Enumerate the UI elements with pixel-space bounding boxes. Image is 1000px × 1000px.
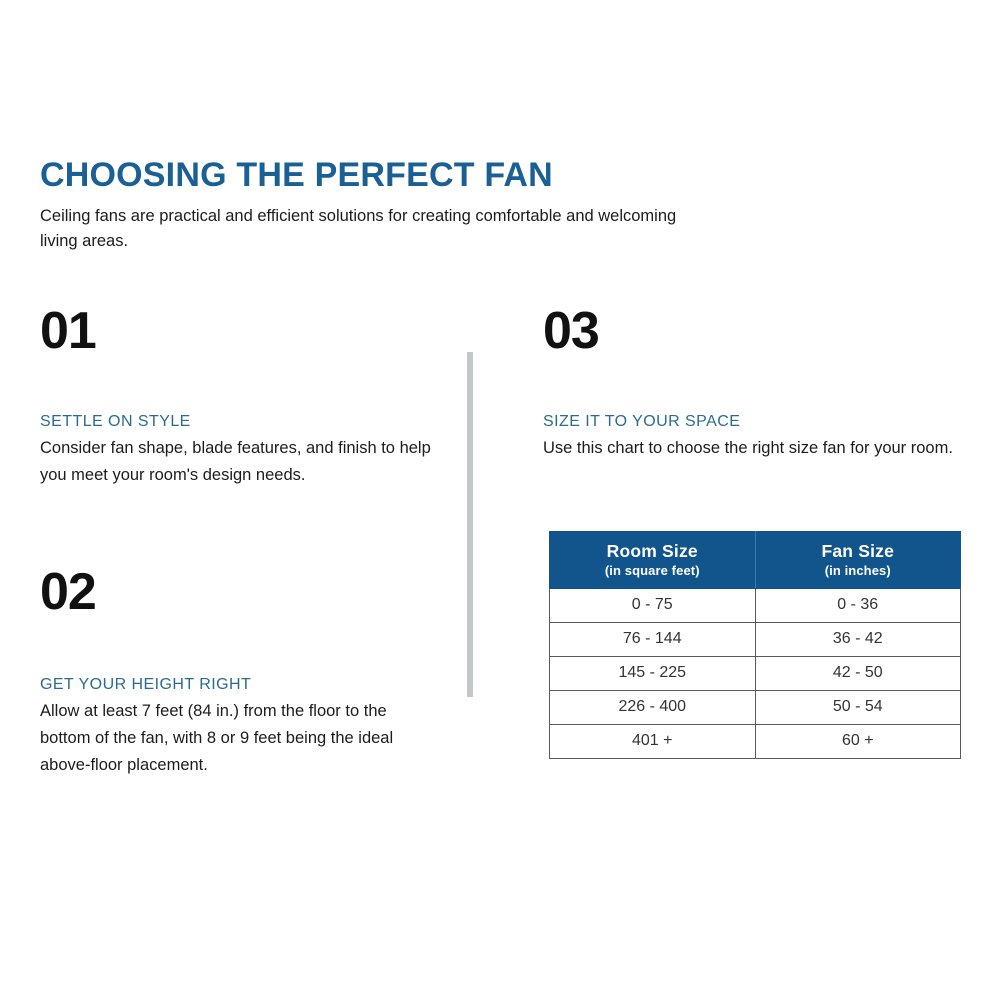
table-head: Room Size (in square feet) Fan Size (in … <box>549 531 961 589</box>
column-header-room-size: Room Size (in square feet) <box>549 531 756 589</box>
table-body: 0 - 75 0 - 36 76 - 144 36 - 42 145 - 225… <box>549 587 961 759</box>
cell-room-size: 76 - 144 <box>549 621 756 657</box>
step-heading-03: SIZE IT TO YOUR SPACE <box>543 413 741 430</box>
column-header-room-size-sub: (in square feet) <box>604 562 700 578</box>
step-body-01: Consider fan shape, blade features, and … <box>40 439 431 484</box>
spacer <box>40 357 440 413</box>
fan-size-table: Room Size (in square feet) Fan Size (in … <box>549 531 961 759</box>
left-column: 01 SETTLE ON STYLE Consider fan shape, b… <box>40 305 440 779</box>
column-header-fan-size: Fan Size (in inches) <box>754 531 961 589</box>
cell-fan-size: 0 - 36 <box>754 587 961 623</box>
page-subtitle: Ceiling fans are practical and efficient… <box>40 206 677 251</box>
cell-fan-size: 42 - 50 <box>754 655 961 691</box>
column-header-room-size-main: Room Size <box>606 541 698 561</box>
spacer <box>543 357 963 413</box>
fan-size-table-wrapper: Room Size (in square feet) Fan Size (in … <box>549 531 961 759</box>
header: CHOOSING THE PERFECT FAN Ceiling fans ar… <box>40 156 740 255</box>
step-body-02: Allow at least 7 feet (84 in.) from the … <box>40 702 394 774</box>
table-header-row: Room Size (in square feet) Fan Size (in … <box>549 531 961 589</box>
page-title: CHOOSING THE PERFECT FAN <box>40 156 553 194</box>
cell-room-size: 226 - 400 <box>549 689 756 725</box>
cell-fan-size: 36 - 42 <box>754 621 961 657</box>
table-row: 76 - 144 36 - 42 <box>549 621 961 657</box>
step-number-02: 02 <box>40 563 97 622</box>
step-block-01: 01 SETTLE ON STYLE Consider fan shape, b… <box>40 305 440 488</box>
right-column: 03 SIZE IT TO YOUR SPACE Use this chart … <box>543 305 963 462</box>
step-block-02: 02 GET YOUR HEIGHT RIGHT Allow at least … <box>40 566 440 778</box>
table-row: 226 - 400 50 - 54 <box>549 689 961 725</box>
step-body-03: Use this chart to choose the right size … <box>543 439 953 457</box>
step-heading-01: SETTLE ON STYLE <box>40 413 191 430</box>
step-number-03: 03 <box>543 302 600 360</box>
step-heading-02: GET YOUR HEIGHT RIGHT <box>40 676 252 694</box>
table-row: 145 - 225 42 - 50 <box>549 655 961 691</box>
cell-fan-size: 60 + <box>754 723 961 759</box>
column-header-fan-size-sub: (in inches) <box>824 562 891 578</box>
cell-room-size: 401 + <box>549 723 756 759</box>
step-block-03: 03 SIZE IT TO YOUR SPACE Use this chart … <box>543 305 963 462</box>
table-row: 401 + 60 + <box>549 723 961 759</box>
column-divider <box>467 352 473 697</box>
cell-room-size: 0 - 75 <box>549 587 756 623</box>
column-header-fan-size-main: Fan Size <box>821 541 895 561</box>
spacer <box>40 618 440 676</box>
table-row: 0 - 75 0 - 36 <box>549 587 961 623</box>
cell-fan-size: 50 - 54 <box>754 689 961 725</box>
step-number-01: 01 <box>40 302 97 360</box>
cell-room-size: 145 - 225 <box>549 655 756 691</box>
